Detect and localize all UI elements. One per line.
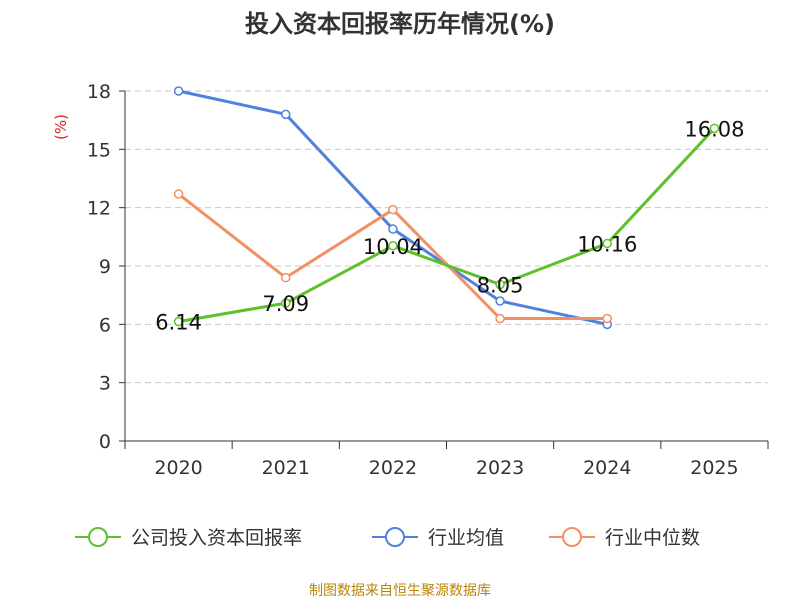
legend-label: 公司投入资本回报率 <box>131 527 302 549</box>
y-tick-label: 9 <box>99 256 111 278</box>
data-point <box>281 272 291 283</box>
data-point <box>602 238 612 249</box>
data-point <box>495 296 505 306</box>
data-label: 8.05 <box>477 273 524 297</box>
data-point <box>281 109 291 120</box>
legend-swatch-marker <box>562 527 582 547</box>
series-line-0 <box>178 127 716 324</box>
legend-label: 行业均值 <box>428 527 504 549</box>
data-point <box>388 224 398 234</box>
legend-swatch-marker <box>385 527 405 547</box>
legend-item-1[interactable]: 行业均值 <box>372 527 504 549</box>
y-tick-label: 3 <box>99 373 111 395</box>
data-point <box>388 204 398 215</box>
gridlines <box>125 90 768 384</box>
x-tick-label-2021: 2021 <box>262 457 310 479</box>
data-point <box>495 279 505 290</box>
data-point <box>709 123 720 134</box>
x-tick-label-2020: 2020 <box>154 457 202 479</box>
chart-title: 投入资本回报率历年情况(%) <box>245 10 555 38</box>
legend-swatch-marker <box>88 527 108 547</box>
y-tick-label: 6 <box>99 314 111 336</box>
y-tick-label: 15 <box>87 139 111 161</box>
series-group <box>173 86 720 330</box>
y-tick-label: 0 <box>99 431 111 453</box>
x-tick-label-2022: 2022 <box>369 457 417 479</box>
x-tick-label-2023: 2023 <box>476 457 524 479</box>
y-tick-label: 12 <box>87 198 111 220</box>
legend-item-0[interactable]: 公司投入资本回报率 <box>75 527 302 549</box>
data-point <box>602 313 612 324</box>
legend-label: 行业中位数 <box>605 527 700 549</box>
x-tick-label-2024: 2024 <box>583 457 631 479</box>
y-axis-unit-label: (%) <box>52 114 70 140</box>
data-label: 16.08 <box>684 117 744 141</box>
data-label: 10.04 <box>363 235 423 259</box>
data-point <box>173 316 184 327</box>
x-tick-label-2025: 2025 <box>690 457 738 479</box>
data-point <box>495 313 505 324</box>
data-labels: 6.14 7.09 10.04 8.05 10.16 16.08 <box>155 117 744 334</box>
data-point <box>281 298 291 308</box>
y-tick-label: 18 <box>87 81 111 103</box>
data-label: 6.14 <box>155 311 202 335</box>
axes: 0 3 6 9 12 15 18 2020 2021 2022 2023 2024 2025 <box>87 81 769 479</box>
legend-item-2[interactable]: 行业中位数 <box>549 527 700 549</box>
data-point <box>173 86 184 96</box>
data-label: 10.16 <box>577 232 637 256</box>
data-point <box>173 189 184 199</box>
source-note: 制图数据来自恒生聚源数据库 <box>309 583 491 599</box>
data-point <box>388 241 398 251</box>
legend[interactable]: 公司投入资本回报率 行业均值 行业中位数 <box>75 527 700 549</box>
data-label: 7.09 <box>262 292 309 316</box>
